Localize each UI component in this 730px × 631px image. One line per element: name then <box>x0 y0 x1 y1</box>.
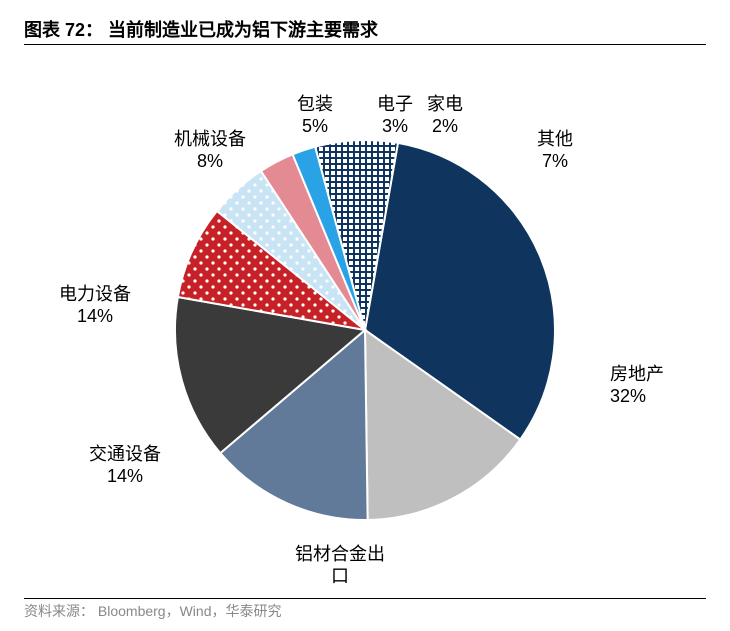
slice-label: 房地产32% <box>610 364 664 406</box>
slice-label: 电力设备14% <box>59 284 131 326</box>
source-overline <box>24 598 706 599</box>
title-prefix: 图表 72： <box>24 20 103 40</box>
slice-label: 包装5% <box>297 94 333 136</box>
slice-label: 铝材合金出口15% <box>295 544 385 590</box>
slice-label: 电子3% <box>377 94 413 136</box>
figure-container: 图表 72： 当前制造业已成为铝下游主要需求 房地产32% 铝材合金出口15% 交通… <box>0 0 730 631</box>
title-body: 当前制造业已成为铝下游主要需求 <box>108 20 378 40</box>
source-prefix: 资料来源： <box>24 603 94 619</box>
title-underline <box>24 44 706 45</box>
slice-label: 机械设备8% <box>174 129 246 171</box>
source-body: Bloomberg，Wind，华泰研究 <box>98 603 282 619</box>
slice-label: 家电2% <box>427 94 463 136</box>
pie-svg: 房地产32% 铝材合金出口15% 交通设备14% 电力设备14% 机械设备8% 包装5% 电… <box>0 50 730 590</box>
pie-chart: 房地产32% 铝材合金出口15% 交通设备14% 电力设备14% 机械设备8% 包装5% 电… <box>0 50 730 590</box>
slice-label: 交通设备14% <box>89 444 161 486</box>
figure-source: 资料来源： Bloomberg，Wind，华泰研究 <box>24 601 282 621</box>
slice-label: 其他7% <box>537 129 573 171</box>
figure-title: 图表 72： 当前制造业已成为铝下游主要需求 <box>24 16 378 42</box>
